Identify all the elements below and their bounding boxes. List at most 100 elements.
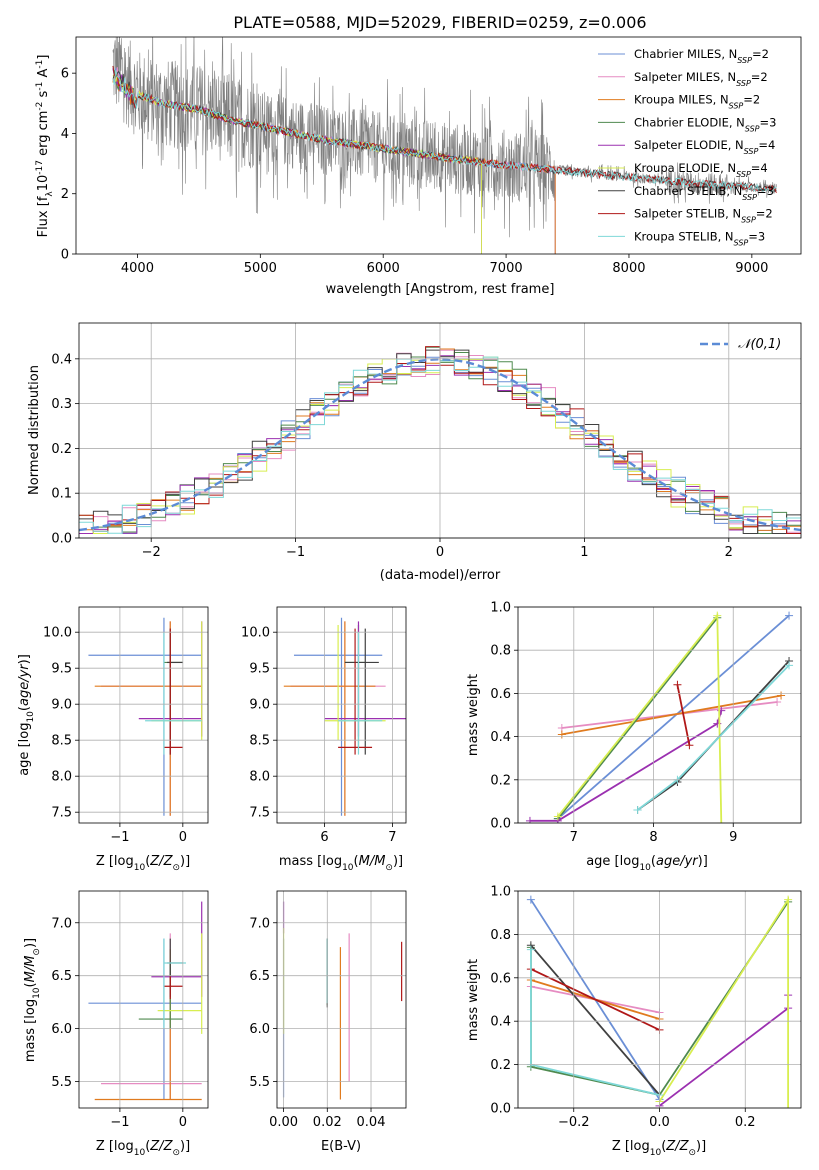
mass-Z-axes-ytick-label: 6.5 [51, 969, 72, 984]
legend-entry: Kroupa STELIB, NSSP=3 [634, 229, 765, 247]
mass-Z-axes-ytick-label: 5.5 [51, 1075, 72, 1090]
age-mass-axes-xtick-label: 6 [320, 830, 328, 845]
mass-Z-axes-xtick-label: −1 [110, 1115, 129, 1130]
mass-Z-axes: −1 0 5.5 6.0 6.5 7.0 Z [log10(Z/Z⊙)] mass [log1… [23, 890, 209, 1158]
age-Z-axes: −1 0 7.5 8.0 8.5 9.0 9.5 10.0 Z [log10(Z/Z⊙)] age… [17, 606, 209, 873]
weight-Z-axes-xtick-label: 0.0 [649, 1115, 670, 1130]
age-Z-axes-frame [78, 606, 209, 824]
spectrum-xtick-label: 5000 [244, 261, 277, 276]
age-mass-axes-frame [276, 606, 407, 824]
weight-age-axes-marker [717, 819, 726, 823]
age-Z-axes-xtick-label: −1 [110, 830, 129, 845]
age-Z-xlabel: Z [log10(Z/Z⊙)] [96, 854, 190, 873]
weight-age-axes-series [561, 694, 782, 736]
weight-age-axes: 7 8 9 0.0 0.2 0.4 0.6 0.8 1.0 age [log10(age/yr)]… [466, 601, 802, 873]
age-mass-axes-xtick-label: 7 [388, 830, 396, 845]
weight-Z-axes-xtick-label: −0.2 [558, 1115, 590, 1130]
spectrum-xtick-label: 9000 [735, 261, 768, 276]
weight-age-axes-marker [557, 730, 566, 739]
weight-age-axes-marker [785, 661, 794, 670]
age-Z-ylabel: age [log10(age/yr)] [17, 654, 36, 776]
weight-Z-axes-xtick-label: 0.2 [735, 1115, 756, 1130]
weight-Z-axes-frame [517, 890, 802, 1109]
weight-age-axes-series [637, 660, 790, 811]
mass-Z-ylabel: mass [log10(M/M⊙)] [23, 938, 42, 1062]
weight-Z-axes-ytick-label: 0.2 [490, 1058, 511, 1073]
weight-age-axes-plot [525, 611, 794, 823]
spectrum-model-line [112, 70, 777, 193]
mass-Z-axes-plot [88, 901, 203, 1101]
legend-entry: Salpeter ELODIE, NSSP=4 [634, 138, 775, 156]
weight-age-axes-ytick-label: 0.8 [490, 644, 511, 659]
weight-Z-xlabel: Z [log10(Z/Z⊙)] [612, 1139, 706, 1158]
spectrum-axes: PLATE=0588, MJD=52029, FIBERID=0259, z=0… [35, 13, 802, 297]
residual-xtick-label: 1 [580, 545, 588, 560]
residual-ytick-label: 0.1 [51, 487, 72, 502]
spectrum-ytick-label: 0 [61, 248, 69, 263]
weight-Z-axes: −0.2 0.0 0.2 0.0 0.2 0.4 0.6 0.8 1.0 Z [log10(Z/Z… [466, 885, 802, 1158]
weight-Z-axes-ytick-label: 0.4 [490, 1015, 511, 1030]
age-mass-axes-ytick-label: 9.0 [249, 698, 270, 713]
weight-age-axes-marker [685, 741, 694, 750]
mass-EBV-axes: 0.00 0.02 0.04 5.5 6.0 6.5 7.0 E(B-V) [249, 890, 407, 1154]
spectrum-xtick-label: 8000 [612, 261, 645, 276]
age-mass-axes-ytick-label: 8.5 [249, 734, 270, 749]
spectrum-xlabel: wavelength [Angstrom, rest frame] [326, 282, 555, 297]
weight-Z-axes-ytick-label: 0.0 [490, 1102, 511, 1117]
legend-entry: Chabrier MILES, NSSP=2 [634, 47, 769, 65]
weight-Z-axes-series [658, 896, 789, 1108]
age-mass-axes: 6 7 7.5 8.0 8.5 9.0 9.5 10.0 mass [log10(M/M⊙)] [241, 606, 407, 873]
spectrum-ytick-label: 4 [61, 127, 69, 142]
residual-xtick-label: 2 [725, 545, 733, 560]
mass-EBV-axes-ytick-label: 7.0 [249, 916, 270, 931]
age-Z-axes-ytick-label: 7.5 [51, 806, 72, 821]
legend-entry: Chabrier ELODIE, NSSP=3 [634, 115, 776, 132]
age-Z-axes-ytick-label: 8.0 [51, 770, 72, 785]
mass-EBV-axes-xtick-label: 0.04 [357, 1115, 386, 1130]
weight-age-axes-marker [773, 698, 782, 707]
mass-Z-axes-ytick-label: 7.0 [51, 916, 72, 931]
weight-age-axes-ytick-label: 1.0 [490, 601, 511, 616]
weight-Z-axes-marker [784, 1104, 793, 1108]
spectrum-model-line [112, 70, 777, 193]
spectrum-ytick-label: 6 [61, 67, 69, 82]
age-mass-axes-ytick-label: 10.0 [241, 626, 270, 641]
mass-EBV-axes-ytick-label: 6.0 [249, 1022, 270, 1037]
weight-age-axes-ytick-label: 0.0 [490, 817, 511, 832]
weight-age-axes-marker [525, 816, 534, 823]
residual-frame [78, 322, 802, 539]
weight-age-axes-ytick-label: 0.2 [490, 773, 511, 788]
weight-age-axes-series [557, 614, 790, 820]
weight-age-axes-xtick-label: 9 [729, 830, 737, 845]
spectrum-xtick-label: 6000 [367, 261, 400, 276]
age-mass-axes-ytick-label: 7.5 [249, 806, 270, 821]
mass-Z-axes-ytick-label: 6.0 [51, 1022, 72, 1037]
weight-Z-axes-series [658, 995, 789, 1107]
age-Z-axes-ytick-label: 8.5 [51, 734, 72, 749]
spectrum-frame [75, 36, 802, 255]
age-Z-axes-xtick-label: 0 [179, 830, 187, 845]
weight-Z-axes-ytick-label: 0.8 [490, 928, 511, 943]
age-Z-axes-ytick-label: 9.5 [51, 662, 72, 677]
age-mass-xlabel: mass [log10(M/M⊙)] [279, 854, 403, 873]
residual-xtick-label: −2 [142, 545, 161, 560]
spectrum-ylabel: Flux [fλ10-17 erg cm-2 s-1 A-1] [35, 55, 55, 238]
age-Z-axes-plot [88, 617, 203, 816]
weight-Z-axes-series [530, 944, 661, 1096]
weight-age-axes-ytick-label: 0.6 [490, 687, 511, 702]
weight-age-axes-marker [713, 611, 722, 620]
weight-age-axes-series [557, 617, 719, 820]
legend-entry: Salpeter MILES, NSSP=2 [634, 70, 768, 88]
weight-age-ylabel: mass weight [466, 674, 481, 756]
mass-Z-axes-frame [78, 890, 209, 1109]
legend-entry: Chabrier STELIB, NSSP=3 [634, 184, 774, 202]
spectrum-xtick-label: 7000 [490, 261, 523, 276]
mass-Z-xlabel: Z [log10(Z/Z⊙)] [96, 1139, 190, 1158]
weight-age-axes-marker [633, 806, 642, 815]
mass-EBV-axes-xtick-label: 0.00 [269, 1115, 298, 1130]
age-mass-axes-ytick-label: 9.5 [249, 662, 270, 677]
legend-normal: 𝒩(0,1) [738, 337, 781, 352]
spectrum-axes-plot [112, 37, 777, 254]
residual-ytick-label: 0.2 [51, 442, 72, 457]
mass-Z-axes-xtick-label: 0 [179, 1115, 187, 1130]
